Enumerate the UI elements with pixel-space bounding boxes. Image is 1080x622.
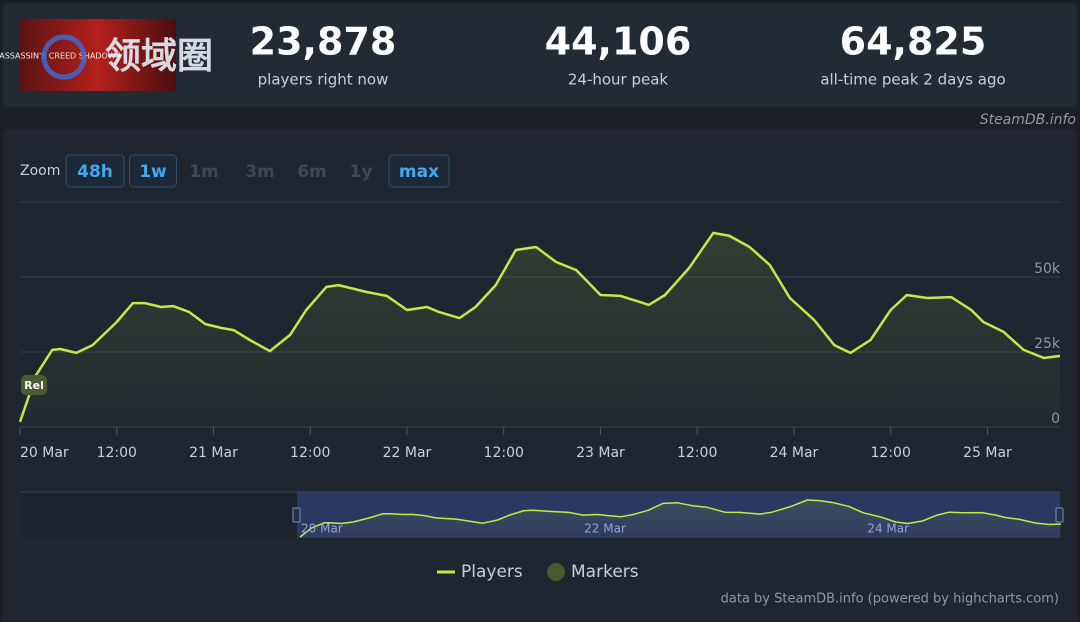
- legend-label[interactable]: Markers: [571, 562, 639, 582]
- navigator-label: 24 Mar: [867, 522, 909, 536]
- navigator-label: 20 Mar: [301, 522, 343, 536]
- zoom-button[interactable]: [65, 154, 125, 188]
- x-tick-label: 12:00: [677, 445, 717, 461]
- navigator-area: [300, 500, 1061, 538]
- legend-swatch: [547, 563, 565, 581]
- zoom-button-label: 3m: [245, 162, 275, 182]
- credit: data by SteamDB.info (powered by highcha…: [721, 592, 1059, 607]
- x-tick-label: 24 Mar: [770, 445, 819, 461]
- x-tick-label: 12:00: [290, 445, 330, 461]
- players-line: [18, 231, 1061, 423]
- x-tick-label: 23 Mar: [576, 445, 625, 461]
- stats-card: [3, 3, 1077, 107]
- zoom-button-label[interactable]: 48h: [77, 162, 113, 182]
- zoom-button[interactable]: [129, 154, 177, 188]
- stat-value: 44,106: [545, 20, 692, 64]
- stat-label: players right now: [258, 71, 389, 89]
- zoom-button-label: 6m: [297, 162, 327, 182]
- players-area: [20, 232, 1060, 427]
- x-tick-label: 21 Mar: [189, 445, 238, 461]
- navigator-label: 22 Mar: [584, 522, 626, 536]
- zoom-button-label: 1y: [350, 162, 373, 182]
- stat-label: 24-hour peak: [568, 71, 669, 89]
- zoom-button-label[interactable]: max: [399, 162, 439, 182]
- x-tick-label: 20 Mar: [20, 445, 69, 461]
- zoom-button[interactable]: [388, 154, 450, 188]
- stat-value: 23,878: [250, 20, 397, 64]
- navigator-handle[interactable]: [292, 507, 301, 523]
- x-tick-label: 12:00: [871, 445, 911, 461]
- zoom-button-label[interactable]: 1w: [139, 162, 167, 182]
- x-tick-label: 22 Mar: [383, 445, 432, 461]
- legend-label[interactable]: Players: [461, 562, 523, 582]
- source: SteamDB.info: [980, 112, 1076, 128]
- marker: [21, 375, 47, 395]
- navigator-line: [299, 499, 1062, 538]
- watermark: 领域圈: [105, 36, 213, 77]
- thumbnail-title: ASSASSIN'S CREED SHADOWS: [0, 52, 121, 61]
- zoom-button-label: 1m: [189, 162, 219, 182]
- y-tick-label: 50k: [1034, 261, 1061, 277]
- x-tick-label: 12:00: [97, 445, 137, 461]
- zoom-label: Zoom: [20, 163, 60, 179]
- x-tick-label: 25 Mar: [963, 445, 1012, 461]
- stat-value: 64,825: [840, 20, 987, 64]
- watermark-icon: [41, 34, 87, 80]
- marker-label: Rel: [24, 379, 44, 392]
- stat-label: all-time peak 2 days ago: [820, 71, 1005, 89]
- x-tick-label: 12:00: [484, 445, 524, 461]
- y-tick-label: 25k: [1034, 336, 1061, 352]
- navigator-handle[interactable]: [1055, 507, 1064, 523]
